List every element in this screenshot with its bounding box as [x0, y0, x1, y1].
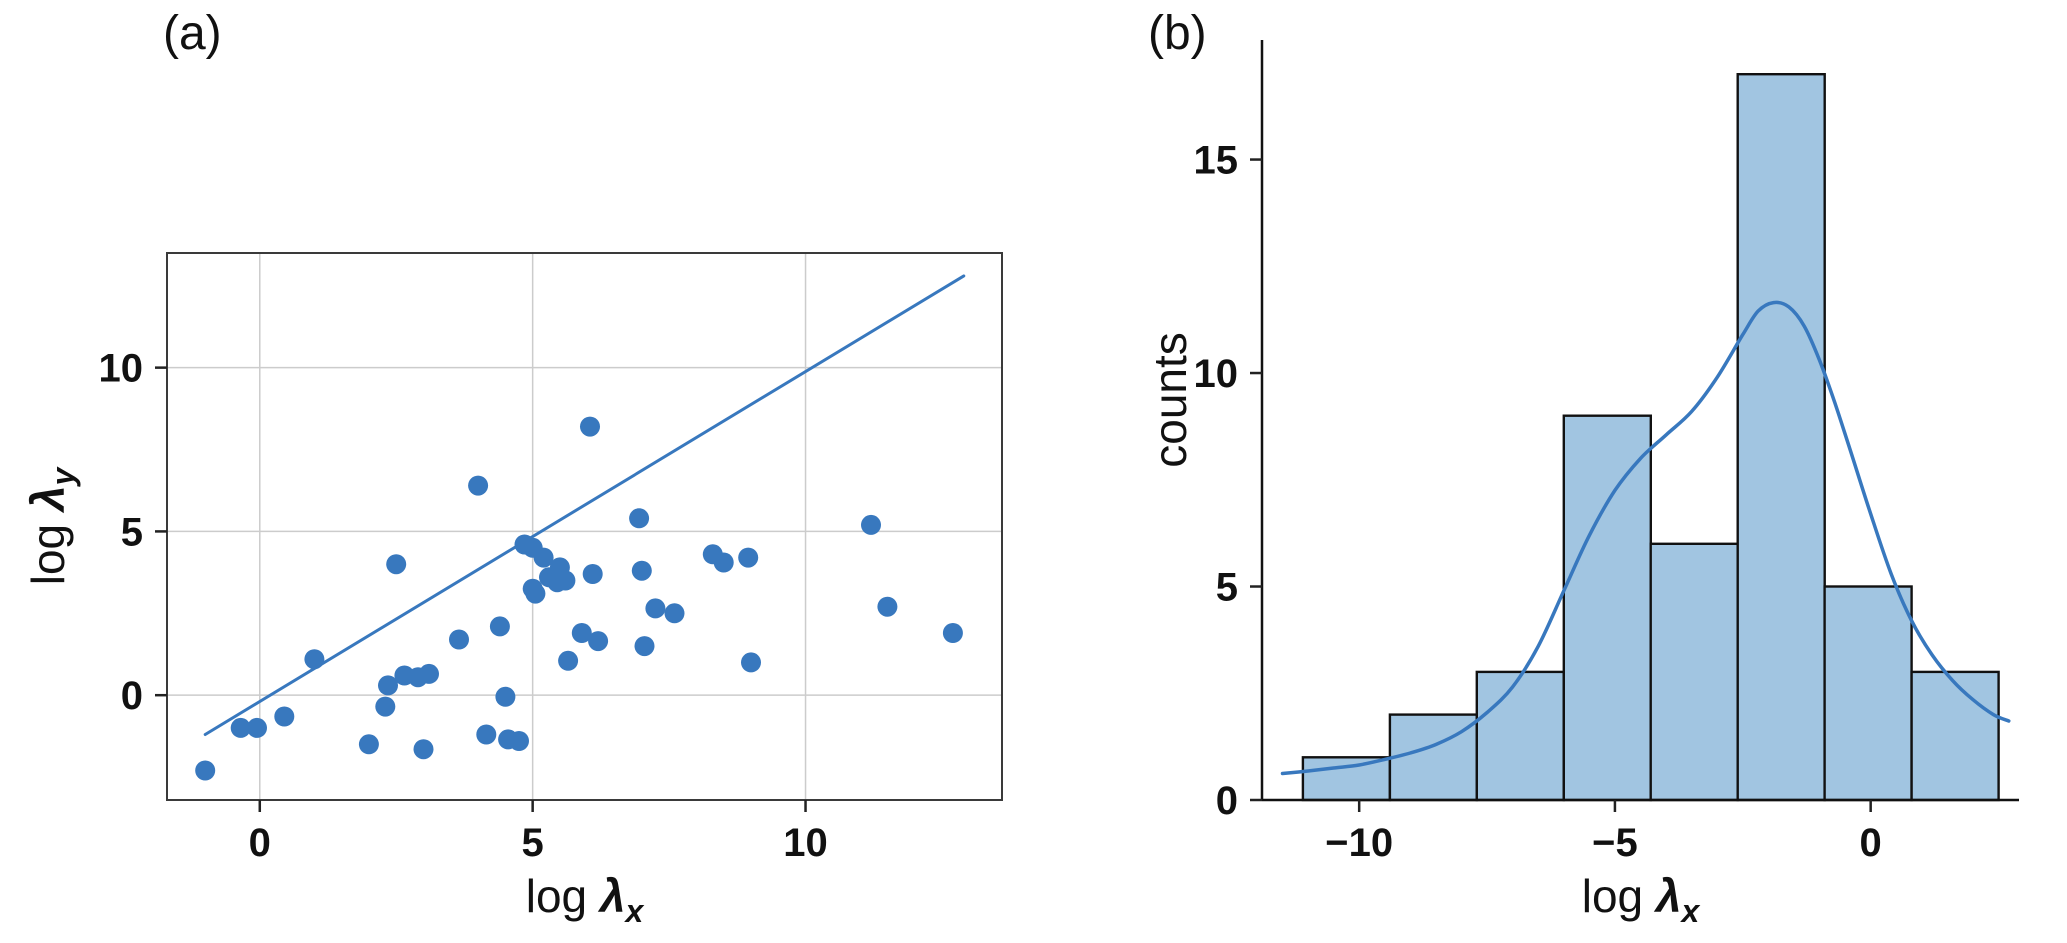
histogram-y-axis-label: counts [1144, 332, 1196, 468]
plot-box [166, 252, 1003, 801]
scatter-point [358, 734, 379, 755]
scatter-point [558, 650, 579, 671]
y-tick-label: 5 [121, 510, 143, 554]
scatter-point [489, 616, 510, 637]
scatter-x-axis-label: log λx [526, 870, 645, 929]
histogram-bar [1736, 72, 1826, 802]
scatter-point [631, 560, 652, 581]
scatter-point [645, 598, 666, 619]
scatter-point [571, 623, 592, 643]
scatter-point [413, 739, 434, 760]
scatter-point [230, 717, 251, 738]
scatter-point [741, 652, 761, 673]
scatter-point [495, 686, 516, 707]
histogram-bar [1562, 414, 1653, 802]
panel-b-histogram: −10 −5 0 0 5 10 15 log λx counts [1144, 40, 2019, 929]
scatter-point [634, 636, 655, 657]
scatter-point [580, 416, 600, 437]
scatter-point [582, 564, 603, 584]
x-tick-label: −10 [1325, 821, 1393, 865]
scatter-point [378, 675, 398, 696]
scatter-point [877, 596, 898, 617]
scatter-point [664, 603, 685, 624]
scatter-point [942, 623, 963, 643]
histogram-bar [1388, 713, 1479, 802]
scatter-point [533, 547, 554, 568]
x-tick-label: 5 [522, 821, 544, 865]
scatter-point [509, 731, 529, 751]
scatter-point [861, 514, 881, 535]
scatter-point [555, 570, 576, 591]
y-tick-label: 5 [1216, 566, 1238, 610]
scatter-point [476, 724, 497, 745]
kde-curve [1280, 300, 2011, 776]
scatter-point [588, 631, 609, 652]
identity-line [203, 274, 966, 736]
histogram-bar [1910, 670, 2000, 802]
y-tick-label: 10 [99, 347, 144, 391]
x-tick-label: 10 [783, 821, 828, 865]
scatter-point [468, 475, 489, 496]
histogram-bar [1823, 585, 1913, 802]
histogram-bar [1649, 542, 1739, 802]
panel-b-tag: (b) [1148, 7, 1207, 60]
scatter-point [195, 760, 216, 781]
scatter-point [247, 717, 267, 738]
x-tick-label: 0 [249, 821, 271, 865]
panel-a-tag: (a) [163, 7, 222, 60]
y-tick-label: 0 [1216, 779, 1238, 823]
scatter-points [195, 416, 963, 781]
scatter-point [304, 649, 325, 670]
scatter-point [713, 552, 734, 573]
scatter-point [419, 663, 439, 684]
histogram-bar [1301, 756, 1392, 802]
scatter-point [629, 508, 650, 529]
x-tick-label: 0 [1860, 821, 1882, 865]
scatter-point [274, 706, 295, 727]
scatter-point [386, 554, 407, 575]
scatter-point [449, 629, 469, 650]
scatter-point [375, 696, 396, 717]
panel-a-scatter: 0 5 10 0 5 10 log λx log λy [22, 252, 1003, 929]
scatter-point [738, 547, 759, 568]
y-tick-label: 15 [1194, 139, 1239, 183]
y-tick-label: 10 [1194, 352, 1239, 396]
scatter-point [525, 583, 546, 604]
x-tick-label: −5 [1592, 821, 1638, 865]
y-tick-label: 0 [121, 674, 143, 718]
histogram-x-axis-label: log λx [1582, 870, 1701, 929]
scatter-y-axis-label: log λy [22, 466, 81, 586]
histogram-bar [1475, 670, 1566, 802]
histogram-bars [1301, 72, 2000, 802]
